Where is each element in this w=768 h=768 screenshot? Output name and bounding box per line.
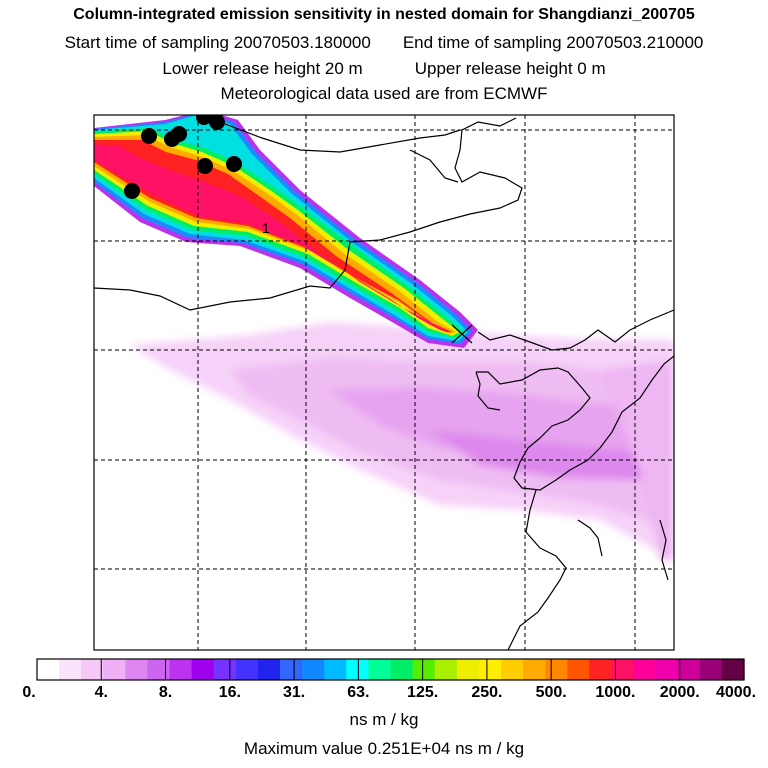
colorbar-ticks <box>100 659 681 680</box>
colorbar-cell <box>324 659 347 680</box>
colorbar-cell <box>434 659 458 680</box>
colorbar-frame <box>36 658 745 681</box>
colorbar-cell <box>545 659 568 680</box>
colorbar-cell <box>567 659 590 680</box>
map-frame <box>93 114 675 651</box>
particle-positions <box>124 115 242 199</box>
colorbar-tick-label: 125. <box>407 684 439 701</box>
colorbar-cell <box>280 659 303 680</box>
lat-lon-grid <box>94 115 674 650</box>
colorbar-cell <box>456 659 480 680</box>
colorbar-tick-label: 4. <box>94 684 108 701</box>
colorbar-tick-label: 31. <box>282 684 306 701</box>
colorbar-cell <box>589 659 613 680</box>
colorbar-cell <box>257 659 281 680</box>
colorbar-tick-label: 4000. <box>715 684 757 701</box>
colorbar-cell <box>523 659 546 680</box>
sensitivity-map: 1 <box>93 114 675 651</box>
colorbar-cells <box>37 659 745 680</box>
meteo-source-label: Meteorological data used are from ECMWF <box>220 84 548 103</box>
colorbar-cell <box>677 659 701 680</box>
upper-release-label: Upper release height 0 m <box>414 59 606 78</box>
colorbar-cell <box>368 659 392 680</box>
colorbar-cell <box>390 659 414 680</box>
colorbar-cell <box>500 659 524 680</box>
units-label: ns m / kg <box>349 710 419 729</box>
colorbar-cell <box>235 659 259 680</box>
plot-title: Column-integrated emission sensitivity i… <box>73 6 695 23</box>
colorbar-cell <box>191 659 215 680</box>
colorbar-tick-label: 1000. <box>595 684 636 701</box>
colorbar-cell <box>103 659 126 680</box>
colorbar-cell <box>699 659 723 680</box>
colorbar-cell <box>302 659 325 680</box>
coastline-borders <box>94 117 674 650</box>
lower-release-label: Lower release height 20 m <box>162 59 363 78</box>
colorbar-cell <box>213 659 237 680</box>
colorbar-tick-label: 250. <box>471 684 503 701</box>
sampling-end-label: End time of sampling 20070503.210000 <box>402 33 704 52</box>
colorbar-cell <box>412 659 436 680</box>
colorbar-tick-label: 8. <box>158 684 173 701</box>
diffuse-sensitivity-field <box>130 322 674 560</box>
colorbar-tick-label: 0. <box>22 684 36 701</box>
colorbar-tick-label: 2000. <box>659 684 700 701</box>
colorbar-cell <box>81 659 104 680</box>
colorbar-cell <box>655 659 679 680</box>
colorbar-tick-label: 16. <box>218 684 241 701</box>
colorbar-cell <box>721 659 745 680</box>
colorbar-cell <box>147 659 171 680</box>
colorbar-cell <box>478 659 502 680</box>
release-height-line: Lower release height 20 m Upper release h… <box>0 59 768 79</box>
colorbar-cell <box>37 659 60 680</box>
colorbar-tick-label: 500. <box>535 684 567 701</box>
max-value-label: Maximum value 0.251E+04 ns m / kg <box>243 739 525 758</box>
plume-core-band <box>94 144 448 332</box>
colorbar-cell <box>125 659 149 680</box>
colorbar-cell <box>59 659 82 680</box>
plume-time-label: 1 <box>262 220 270 236</box>
colorbar-cell <box>346 659 370 680</box>
colorbar-tick-label: 63. <box>347 684 370 701</box>
colorbar-cell <box>633 659 657 680</box>
colorbar-cell <box>611 659 635 680</box>
colorbar-cell <box>169 659 193 680</box>
sampling-time-line: Start time of sampling 20070503.180000 En… <box>0 33 768 53</box>
receptor-marker <box>451 324 473 344</box>
sampling-start-label: Start time of sampling 20070503.180000 <box>64 33 371 52</box>
